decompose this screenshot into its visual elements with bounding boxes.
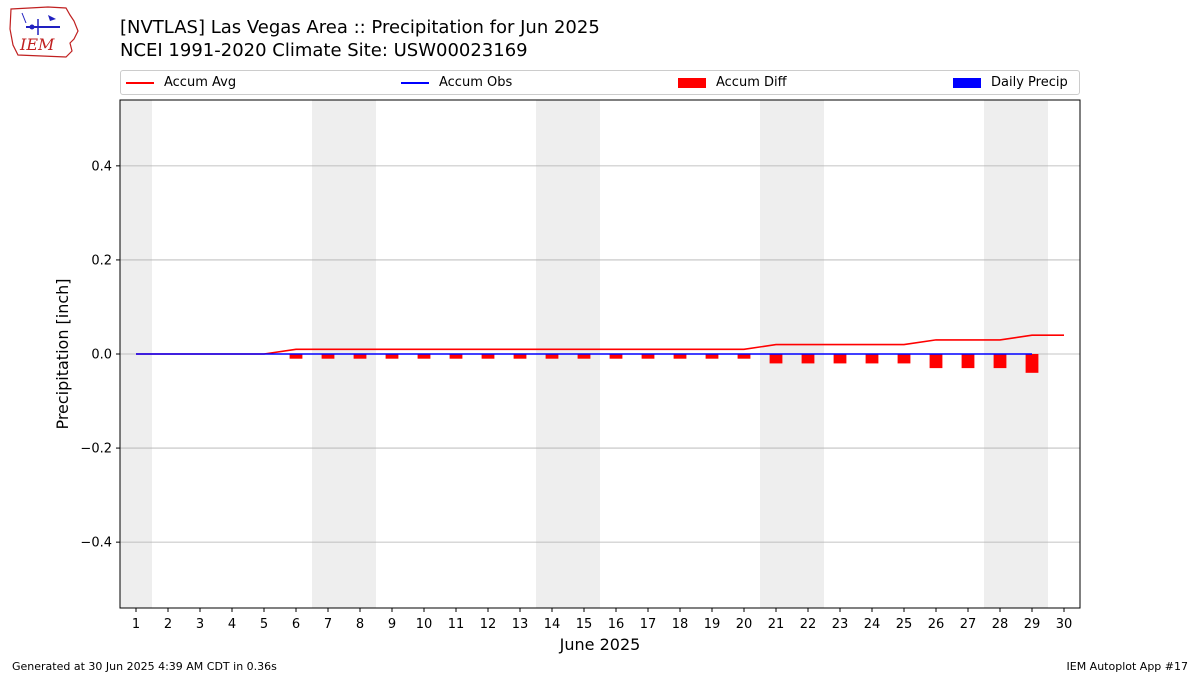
y-tick-label: −0.2 bbox=[80, 442, 112, 457]
x-tick-label: 14 bbox=[544, 617, 561, 632]
accum-diff-bar bbox=[833, 354, 847, 364]
x-tick-label: 28 bbox=[992, 617, 1009, 632]
x-tick-label: 12 bbox=[480, 617, 497, 632]
legend-swatch-daily-precip bbox=[953, 77, 981, 88]
accum-diff-bar bbox=[929, 354, 943, 369]
legend-swatch-accum-avg bbox=[126, 81, 154, 84]
accum-diff-bar bbox=[449, 354, 463, 359]
accum-diff-bar bbox=[1025, 354, 1039, 373]
accum-avg-line bbox=[136, 334, 1064, 355]
accum-diff-bar bbox=[321, 354, 335, 359]
accum-diff-bar bbox=[353, 354, 367, 359]
accum-diff-bar bbox=[961, 354, 975, 369]
y-axis-label: Precipitation [inch] bbox=[53, 278, 72, 429]
iem-logo: IEM bbox=[8, 5, 80, 59]
generated-timestamp: Generated at 30 Jun 2025 4:39 AM CDT in … bbox=[12, 660, 277, 673]
accum-diff-bar bbox=[513, 354, 527, 359]
accum-diff-bar bbox=[385, 354, 399, 359]
x-tick-label: 22 bbox=[800, 617, 817, 632]
x-tick-label: 4 bbox=[228, 617, 236, 632]
legend-label-accum-diff: Accum Diff bbox=[716, 75, 787, 90]
accum-diff-bar bbox=[897, 354, 911, 364]
legend-label-daily-precip: Daily Precip bbox=[991, 75, 1068, 90]
x-axis-label: June 2025 bbox=[559, 635, 641, 654]
legend-item-accum-obs: Accum Obs bbox=[401, 71, 512, 94]
accum-diff-bar bbox=[737, 354, 751, 359]
x-tick-label: 16 bbox=[608, 617, 625, 632]
legend-label-accum-avg: Accum Avg bbox=[164, 75, 237, 90]
y-tick-label: 0.0 bbox=[91, 348, 112, 363]
app-credit: IEM Autoplot App #17 bbox=[1066, 660, 1189, 673]
x-tick-label: 1 bbox=[132, 617, 140, 632]
accum-diff-bar bbox=[545, 354, 559, 359]
legend-swatch-accum-diff bbox=[678, 77, 706, 88]
x-tick-label: 8 bbox=[356, 617, 364, 632]
accum-diff-bar bbox=[865, 354, 879, 364]
accum-diff-bar bbox=[641, 354, 655, 359]
x-tick-label: 13 bbox=[512, 617, 529, 632]
accum-diff-bar bbox=[769, 354, 783, 364]
accum-diff-bar bbox=[609, 354, 623, 359]
x-tick-label: 2 bbox=[164, 617, 172, 632]
legend-swatch-accum-obs bbox=[401, 81, 429, 84]
chart-subtitle: NCEI 1991-2020 Climate Site: USW00023169 bbox=[120, 40, 528, 61]
accum-diff-bar bbox=[417, 354, 431, 359]
x-tick-label: 6 bbox=[292, 617, 300, 632]
accum-diff-bar bbox=[481, 354, 495, 359]
accum-diff-bar bbox=[289, 354, 303, 359]
logo-text: IEM bbox=[19, 35, 55, 54]
chart-legend: Accum Avg Accum Obs Accum Diff Daily Pre… bbox=[120, 70, 1080, 95]
accum-diff-bar bbox=[577, 354, 591, 359]
legend-item-accum-avg: Accum Avg bbox=[126, 71, 236, 94]
y-tick-label: 0.4 bbox=[91, 159, 112, 174]
accum-diff-bar bbox=[705, 354, 719, 359]
y-tick-label: −0.4 bbox=[80, 536, 112, 551]
x-tick-label: 10 bbox=[416, 617, 433, 632]
x-tick-label: 24 bbox=[864, 617, 881, 632]
chart-title: [NVTLAS] Las Vegas Area :: Precipitation… bbox=[120, 17, 600, 38]
x-tick-label: 19 bbox=[704, 617, 721, 632]
x-tick-label: 20 bbox=[736, 617, 753, 632]
accum-diff-bar bbox=[801, 354, 815, 364]
x-tick-label: 18 bbox=[672, 617, 689, 632]
x-tick-label: 21 bbox=[768, 617, 785, 632]
x-tick-label: 29 bbox=[1024, 617, 1041, 632]
legend-item-daily-precip: Daily Precip bbox=[953, 71, 1068, 94]
x-tick-label: 23 bbox=[832, 617, 849, 632]
x-tick-label: 25 bbox=[896, 617, 913, 632]
x-tick-label: 5 bbox=[260, 617, 268, 632]
legend-label-accum-obs: Accum Obs bbox=[439, 75, 513, 90]
x-tick-label: 7 bbox=[324, 617, 332, 632]
x-tick-label: 11 bbox=[448, 617, 465, 632]
legend-item-accum-diff: Accum Diff bbox=[678, 71, 787, 94]
x-tick-label: 26 bbox=[928, 617, 945, 632]
x-tick-label: 15 bbox=[576, 617, 593, 632]
x-tick-label: 30 bbox=[1056, 617, 1073, 632]
x-tick-label: 17 bbox=[640, 617, 657, 632]
x-tick-label: 3 bbox=[196, 617, 204, 632]
accum-diff-bar bbox=[993, 354, 1007, 369]
x-tick-label: 27 bbox=[960, 617, 977, 632]
x-tick-label: 9 bbox=[388, 617, 396, 632]
accum-diff-bar bbox=[673, 354, 687, 359]
y-tick-label: 0.2 bbox=[91, 253, 112, 268]
